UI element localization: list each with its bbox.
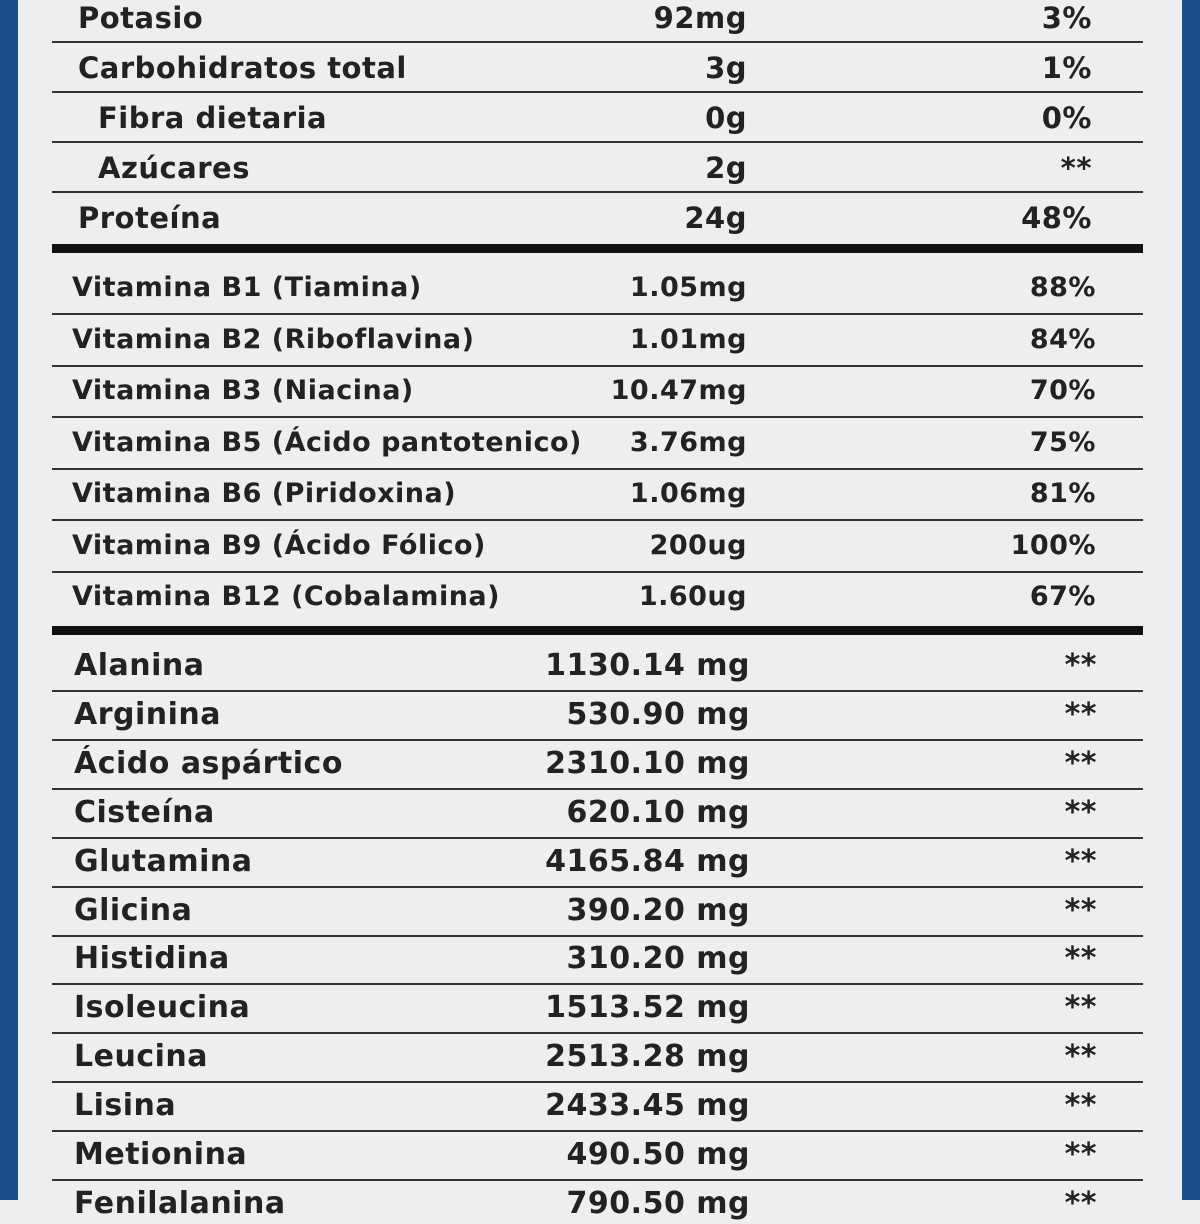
nutrient-name: Vitamina B5 (Ácido pantotenico) [72,426,582,458]
nutrient-name: Lisina [74,1088,177,1124]
nutrient-name: Azúcares [98,151,250,185]
daily-value: ** [1064,941,1097,977]
row-divider [52,41,1143,43]
section-divider [52,626,1143,635]
nutrient-name: Fibra dietaria [98,101,328,135]
row-divider [52,467,1143,470]
row-divider [52,519,1143,521]
right-border [1182,0,1200,1200]
nutrient-name: Vitamina B2 (Riboflavina) [72,323,475,355]
nutrient-amount: 310.20 mg [566,941,750,977]
nutrient-name: Glutamina [74,843,253,879]
nutrient-amount: 620.10 mg [566,794,750,830]
nutrient-amount: 1.05mg [629,272,747,303]
daily-value: ** [1064,1185,1097,1221]
row-divider [52,1032,1143,1035]
row-divider [52,91,1143,93]
daily-value: 100% [1010,529,1096,561]
nutrient-amount: 10.47mg [610,375,747,406]
daily-value: 0% [1041,101,1092,135]
nutrient-amount: 2433.45 mg [545,1088,750,1124]
nutrient-amount: 1130.14 mg [545,648,750,683]
daily-value: 1% [1041,51,1092,85]
nutrient-name: Metionina [74,1137,248,1172]
daily-value: 75% [1029,426,1096,458]
row-divider [52,570,1143,573]
nutrient-amount: 2513.28 mg [545,1039,750,1075]
row-divider [52,787,1143,790]
row-divider [52,836,1143,839]
row-divider [52,738,1143,741]
row-divider [52,141,1143,143]
nutrient-amount: 790.50 mg [566,1185,750,1221]
daily-value: 81% [1029,478,1096,509]
daily-value: 48% [1021,201,1092,235]
left-border [0,0,18,1200]
nutrient-amount: 1.60ug [638,581,747,612]
daily-value: ** [1064,648,1097,683]
row-divider [52,690,1143,692]
nutrient-amount: 530.90 mg [566,696,750,732]
nutrient-amount: 490.50 mg [566,1137,750,1172]
daily-value: ** [1064,892,1097,928]
nutrient-name: Carbohidratos total [78,51,407,85]
daily-value: ** [1064,1039,1097,1075]
nutrient-amount: 1513.52 mg [545,990,750,1026]
daily-value: ** [1064,990,1097,1026]
nutrient-amount: 200ug [649,529,747,561]
nutrient-name: Arginina [74,696,222,732]
nutrient-amount: 24g [684,201,747,235]
row-divider [52,416,1143,418]
nutrient-name: Cisteína [74,794,215,830]
row-divider [52,934,1143,937]
row-divider [52,1130,1143,1133]
daily-value: 88% [1029,272,1096,303]
daily-value: ** [1064,794,1097,830]
daily-value: 3% [1041,1,1092,35]
nutrient-name: Vitamina B1 (Tiamina) [72,272,422,303]
nutrient-name: Glicina [74,892,193,928]
nutrient-amount: 1.06mg [629,478,747,509]
row-divider [52,313,1143,315]
row-divider [52,1179,1143,1181]
nutrient-name: Ácido aspártico [74,745,343,781]
nutrient-name: Fenilalanina [74,1185,286,1221]
daily-value: ** [1064,1137,1097,1172]
nutrient-amount: 3.76mg [629,426,747,458]
daily-value: ** [1060,151,1092,185]
nutrient-name: Leucina [74,1039,208,1075]
daily-value: 67% [1029,581,1096,612]
row-divider [52,885,1143,888]
row-divider [52,191,1143,193]
nutrient-amount: 4165.84 mg [545,843,750,879]
nutrient-amount: 2g [705,151,747,185]
daily-value: 84% [1029,323,1096,355]
nutrient-name: Vitamina B12 (Cobalamina) [72,581,500,612]
nutrient-amount: 2310.10 mg [545,745,750,781]
row-divider [52,364,1143,367]
nutrient-name: Vitamina B9 (Ácido Fólico) [72,529,486,561]
row-divider [52,1081,1143,1084]
nutrient-name: Histidina [74,941,230,977]
nutrient-name: Vitamina B6 (Piridoxina) [72,478,457,509]
section-divider [52,244,1143,253]
daily-value: ** [1064,696,1097,732]
nutrient-amount: 3g [705,51,747,85]
nutrient-name: Proteína [78,201,222,235]
nutrient-amount: 390.20 mg [566,892,750,928]
nutrient-amount: 92mg [653,1,747,35]
nutrient-name: Alanina [74,648,205,683]
daily-value: ** [1064,843,1097,879]
nutrient-name: Potasio [78,1,204,35]
nutrient-name: Isoleucina [74,990,251,1026]
nutrient-amount: 1.01mg [629,323,747,355]
daily-value: 70% [1029,375,1096,406]
row-divider [52,983,1143,986]
nutrient-amount: 0g [705,101,747,135]
daily-value: ** [1064,1088,1097,1124]
nutrient-name: Vitamina B3 (Niacina) [72,375,414,406]
daily-value: ** [1064,745,1097,781]
